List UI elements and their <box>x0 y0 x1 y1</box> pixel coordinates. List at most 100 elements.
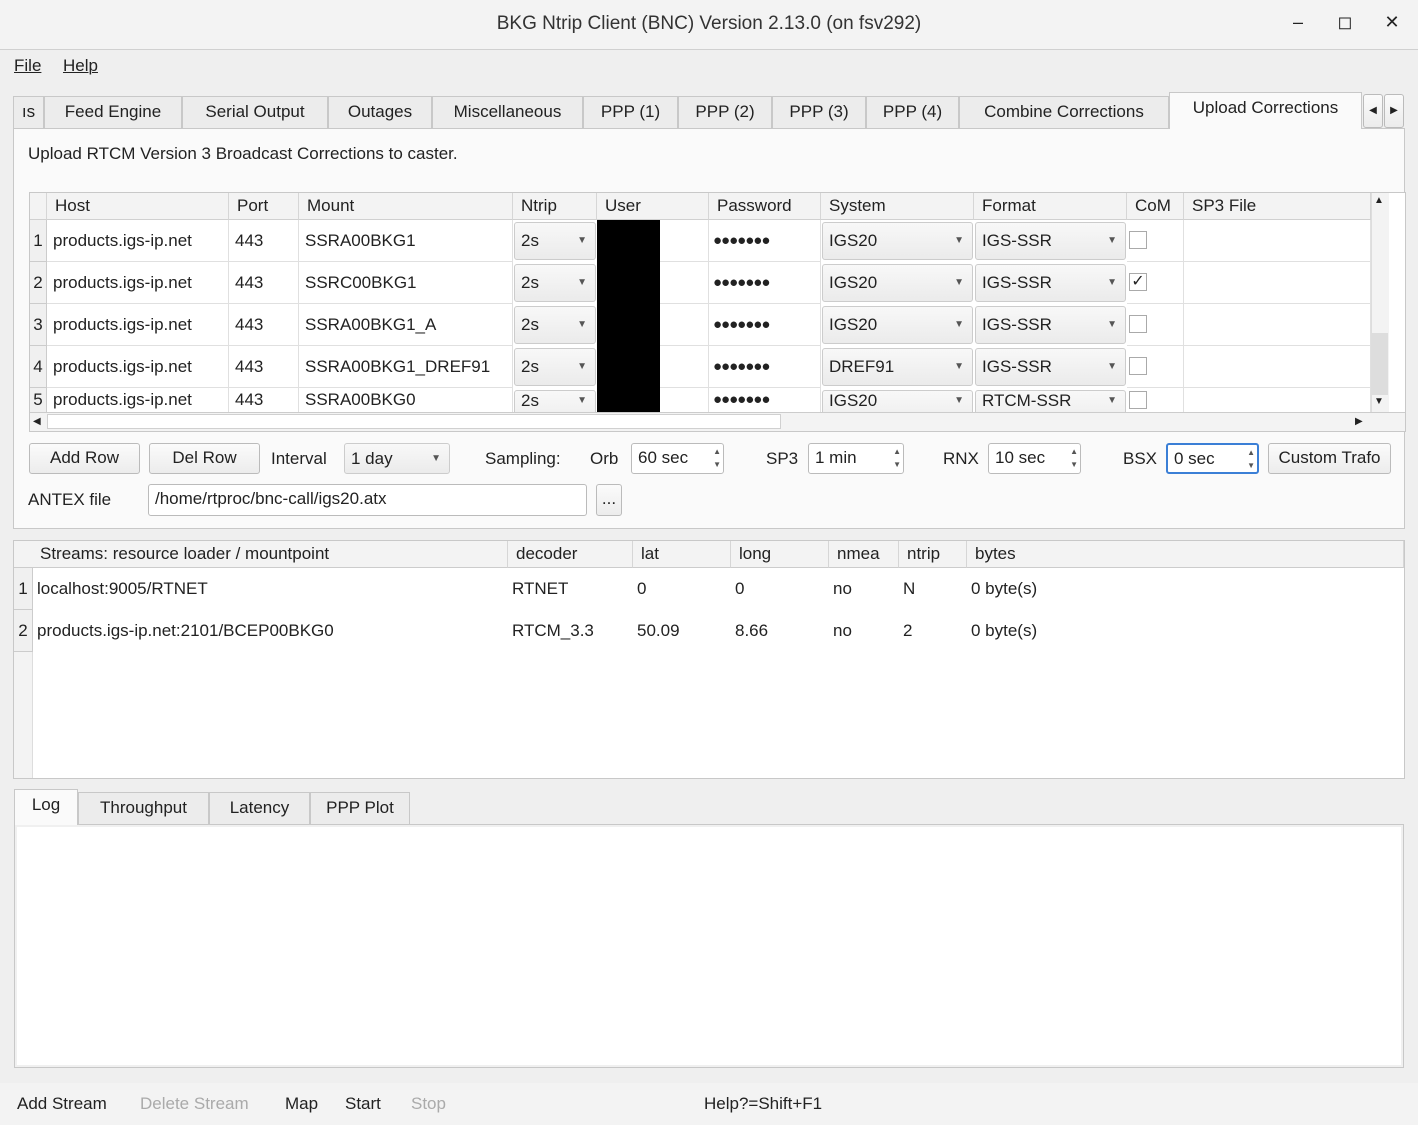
tab-log[interactable]: Log <box>14 789 78 825</box>
host-cell[interactable]: products.igs-ip.net <box>47 220 229 262</box>
row-number[interactable]: 2 <box>14 610 33 652</box>
tab-miscellaneous[interactable]: Miscellaneous <box>432 96 583 128</box>
host-cell[interactable]: products.igs-ip.net <box>47 262 229 304</box>
tab-combine-corrections[interactable]: Combine Corrections <box>959 96 1169 128</box>
row-number[interactable]: 3 <box>30 304 47 346</box>
scroll-up-icon[interactable]: ▲ <box>1374 195 1384 206</box>
column-header-com[interactable]: CoM <box>1127 193 1184 220</box>
column-header-ntrip[interactable]: ntrip <box>899 541 967 568</box>
column-header-bytes[interactable]: bytes <box>967 541 1404 568</box>
log-area[interactable] <box>14 824 1404 1068</box>
com-checkbox[interactable]: ✓ <box>1129 273 1147 291</box>
stream-row[interactable]: 1 localhost:9005/RTNET RTNET 0 0 no N 0 byte(s) <box>14 568 1404 610</box>
delete-stream-button[interactable]: Delete Stream <box>140 1094 249 1113</box>
format-select[interactable]: IGS-SSR ▼ <box>975 348 1126 386</box>
orb-spinbox[interactable]: 60 sec ▲ ▼ <box>631 443 724 474</box>
scroll-right-icon[interactable]: ▶ <box>1355 416 1363 427</box>
del-row-button[interactable]: Del Row <box>149 443 260 474</box>
column-header-host[interactable]: Host <box>47 193 229 220</box>
mount-cell[interactable]: SSRA00BKG1_DREF91 <box>299 346 513 388</box>
table-row[interactable]: 4 products.igs-ip.net 443 SSRA00BKG1_DREF91… <box>30 346 1371 388</box>
port-cell[interactable]: 443 <box>229 346 299 388</box>
tab-ppp-3-[interactable]: PPP (3) <box>772 96 866 128</box>
ntrip-select[interactable]: 2s ▼ <box>514 222 596 260</box>
column-header-port[interactable]: Port <box>229 193 299 220</box>
stop-button[interactable]: Stop <box>411 1094 446 1113</box>
vertical-scrollbar-handle[interactable] <box>1372 333 1388 395</box>
mount-cell[interactable]: SSRA00BKG1_A <box>299 304 513 346</box>
column-header-nmea[interactable]: nmea <box>829 541 899 568</box>
antex-browse-button[interactable]: ... <box>596 484 622 516</box>
add-row-button[interactable]: Add Row <box>29 443 140 474</box>
system-select[interactable]: IGS20 ▼ <box>822 222 973 260</box>
port-cell[interactable]: 443 <box>229 304 299 346</box>
row-number[interactable]: 2 <box>30 262 47 304</box>
sp3-file-cell[interactable] <box>1184 346 1371 388</box>
tab-scroll-right-button[interactable]: ▶ <box>1384 94 1404 128</box>
tab-ppp-4-[interactable]: PPP (4) <box>866 96 959 128</box>
tab--s[interactable]: ıs <box>13 96 44 128</box>
password-cell[interactable]: ●●●●●●● <box>709 346 821 388</box>
map-button[interactable]: Map <box>285 1094 319 1113</box>
tab-ppp-2-[interactable]: PPP (2) <box>678 96 772 128</box>
scroll-left-icon[interactable]: ◀ <box>33 416 41 427</box>
port-cell[interactable]: 443 <box>229 262 299 304</box>
tab-feed-engine[interactable]: Feed Engine <box>44 96 182 128</box>
column-header-mount[interactable]: Mount <box>299 193 513 220</box>
ntrip-select[interactable]: 2s ▼ <box>514 348 596 386</box>
com-checkbox[interactable] <box>1129 391 1147 409</box>
spin-arrows-icon[interactable]: ▲ ▼ <box>713 447 721 469</box>
tab-outages[interactable]: Outages <box>328 96 432 128</box>
minimize-button[interactable]: – <box>1292 12 1303 32</box>
password-cell[interactable]: ●●●●●●● <box>709 262 821 304</box>
scroll-down-icon[interactable]: ▼ <box>1374 396 1384 407</box>
mount-cell[interactable]: SSRA00BKG1 <box>299 220 513 262</box>
password-cell[interactable]: ●●●●●●● <box>709 220 821 262</box>
tab-ppp-1-[interactable]: PPP (1) <box>583 96 678 128</box>
com-checkbox[interactable] <box>1129 231 1147 249</box>
com-checkbox[interactable] <box>1129 315 1147 333</box>
menu-help[interactable]: Help <box>63 56 98 75</box>
column-header-decoder[interactable]: decoder <box>508 541 633 568</box>
ntrip-select[interactable]: 2s ▼ <box>514 264 596 302</box>
spin-arrows-icon[interactable]: ▲ ▼ <box>1070 447 1078 469</box>
password-cell[interactable]: ●●●●●●● <box>709 304 821 346</box>
mount-cell[interactable]: SSRC00BKG1 <box>299 262 513 304</box>
horizontal-scrollbar-handle[interactable] <box>47 414 781 429</box>
interval-select[interactable]: 1 day ▼ <box>344 443 450 474</box>
column-header-sp3-file[interactable]: SP3 File <box>1184 193 1371 220</box>
format-select[interactable]: IGS-SSR ▼ <box>975 264 1126 302</box>
menu-file[interactable]: File <box>14 56 42 75</box>
tab-scroll-left-button[interactable]: ◀ <box>1363 94 1383 128</box>
sp3-spinbox[interactable]: 1 min ▲ ▼ <box>808 443 904 474</box>
tab-upload-corrections[interactable]: Upload Corrections <box>1169 92 1362 129</box>
system-select[interactable]: DREF91 ▼ <box>822 348 973 386</box>
tab-latency[interactable]: Latency <box>209 792 310 824</box>
ntrip-select[interactable]: 2s ▼ <box>514 306 596 344</box>
system-select[interactable]: IGS20 ▼ <box>822 264 973 302</box>
bsx-spinbox[interactable]: 0 sec ▲ ▼ <box>1166 443 1259 474</box>
table-row[interactable]: 1 products.igs-ip.net 443 SSRA00BKG1 2s ▼ IGS2… <box>30 220 1371 262</box>
column-header-long[interactable]: long <box>731 541 829 568</box>
table-row[interactable]: 3 products.igs-ip.net 443 SSRA00BKG1_A 2s ▼ IG… <box>30 304 1371 346</box>
spin-arrows-icon[interactable]: ▲ ▼ <box>893 447 901 469</box>
close-button[interactable]: ✕ <box>1384 12 1400 32</box>
sp3-file-cell[interactable] <box>1184 220 1371 262</box>
column-header-ntrip[interactable]: Ntrip <box>513 193 597 220</box>
sp3-file-cell[interactable] <box>1184 262 1371 304</box>
row-number[interactable]: 1 <box>30 220 47 262</box>
tab-serial-output[interactable]: Serial Output <box>182 96 328 128</box>
tab-ppp-plot[interactable]: PPP Plot <box>310 792 410 824</box>
host-cell[interactable]: products.igs-ip.net <box>47 346 229 388</box>
antex-file-input[interactable]: /home/rtproc/bnc-call/igs20.atx <box>148 484 587 516</box>
format-select[interactable]: IGS-SSR ▼ <box>975 306 1126 344</box>
column-header-lat[interactable]: lat <box>633 541 731 568</box>
port-cell[interactable]: 443 <box>229 220 299 262</box>
column-header-format[interactable]: Format <box>974 193 1127 220</box>
column-header-streams[interactable]: Streams: resource loader / mountpoint <box>14 541 508 568</box>
host-cell[interactable]: products.igs-ip.net <box>47 304 229 346</box>
row-number[interactable]: 1 <box>14 568 33 610</box>
stream-row[interactable]: 2 products.igs-ip.net:2101/BCEP00BKG0 RTCM… <box>14 610 1404 652</box>
column-header-password[interactable]: Password <box>709 193 821 220</box>
system-select[interactable]: IGS20 ▼ <box>822 306 973 344</box>
